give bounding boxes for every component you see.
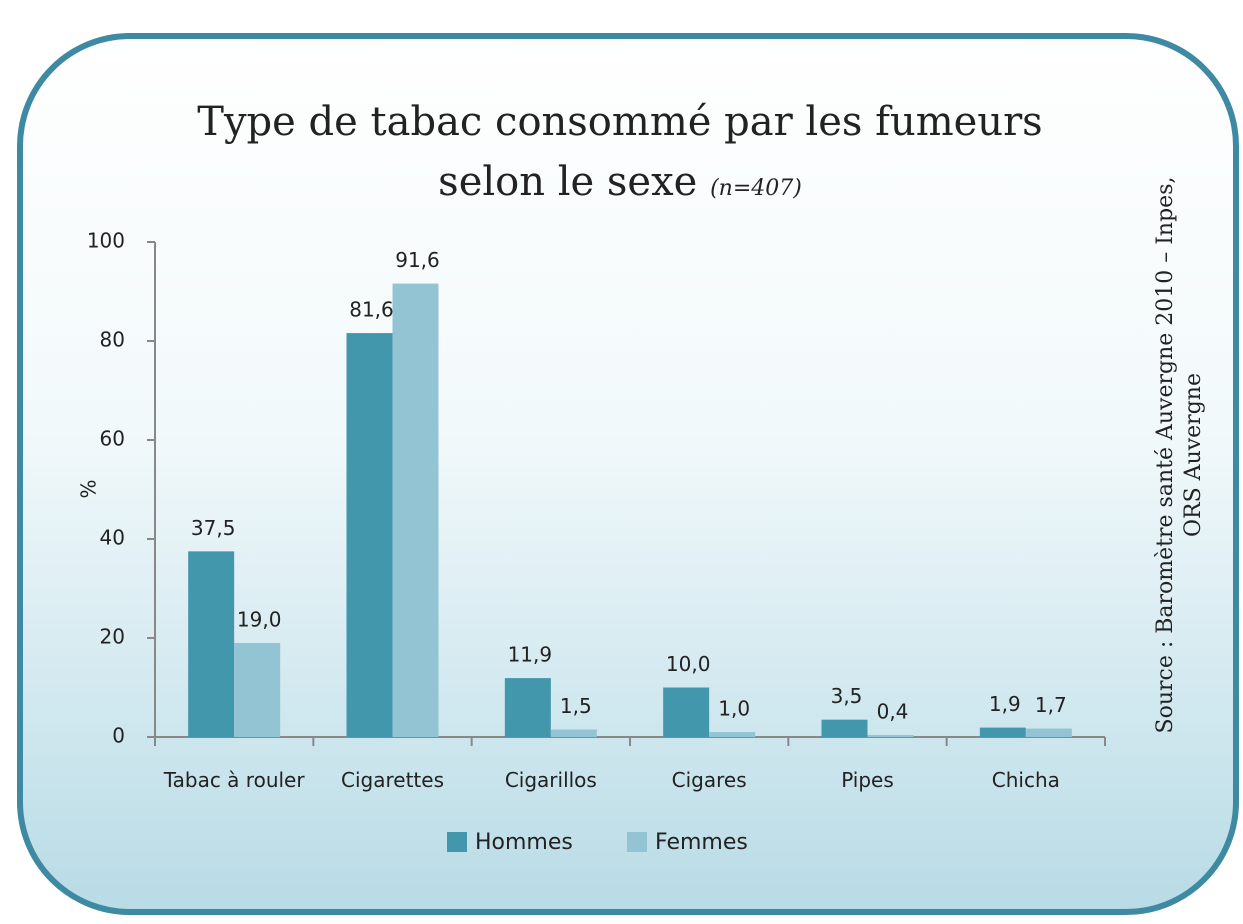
x-tick-label: Cigares bbox=[671, 768, 747, 792]
legend-label: Hommes bbox=[475, 830, 573, 855]
bar bbox=[188, 551, 235, 737]
value-label: 1,7 bbox=[1035, 693, 1067, 717]
bar bbox=[821, 719, 868, 737]
legend-swatch bbox=[447, 832, 467, 852]
x-tick-label: Pipes bbox=[841, 768, 894, 792]
y-tick-label: 100 bbox=[87, 229, 125, 253]
y-tick-label: 60 bbox=[100, 427, 125, 451]
bar bbox=[867, 735, 914, 737]
bar bbox=[979, 727, 1026, 737]
x-tick-label: Cigarettes bbox=[341, 768, 444, 792]
chart-subtitle: (n=407) bbox=[710, 176, 802, 201]
chart-title: Type de tabac consommé par les fumeurs s… bbox=[197, 99, 1043, 205]
x-tick-label: Chicha bbox=[991, 768, 1060, 792]
value-label: 37,5 bbox=[191, 516, 236, 540]
bar bbox=[1025, 728, 1072, 737]
bar bbox=[234, 642, 281, 737]
value-label: 10,0 bbox=[666, 652, 711, 676]
bar bbox=[550, 729, 597, 737]
y-axis-label: % bbox=[77, 479, 101, 498]
bar bbox=[504, 678, 551, 737]
bar bbox=[663, 687, 710, 737]
source-note: Source : Baromètre santé Auvergne 2010 –… bbox=[1153, 176, 1206, 734]
value-label: 1,0 bbox=[718, 697, 750, 721]
y-tick-label: 40 bbox=[100, 526, 125, 550]
value-label: 11,9 bbox=[508, 643, 553, 667]
legend-swatch bbox=[627, 832, 647, 852]
x-tick-label: Cigarillos bbox=[504, 768, 597, 792]
bar bbox=[709, 732, 756, 737]
y-tick-label: 0 bbox=[112, 724, 125, 748]
value-label: 3,5 bbox=[831, 684, 863, 708]
value-label: 0,4 bbox=[877, 700, 909, 724]
value-label: 19,0 bbox=[237, 607, 282, 631]
value-label: 1,5 bbox=[560, 694, 592, 718]
value-label: 91,6 bbox=[395, 248, 440, 272]
value-label: 81,6 bbox=[349, 298, 394, 322]
y-tick-label: 20 bbox=[100, 625, 125, 649]
value-label: 1,9 bbox=[989, 692, 1021, 716]
bar bbox=[346, 333, 393, 737]
bar bbox=[392, 283, 439, 737]
y-tick-label: 80 bbox=[100, 328, 125, 352]
chart-title-block: Type de tabac consommé par les fumeurs s… bbox=[150, 92, 1090, 219]
x-tick-label: Tabac à rouler bbox=[163, 768, 305, 792]
panel bbox=[17, 33, 1239, 915]
legend-label: Femmes bbox=[655, 830, 748, 855]
